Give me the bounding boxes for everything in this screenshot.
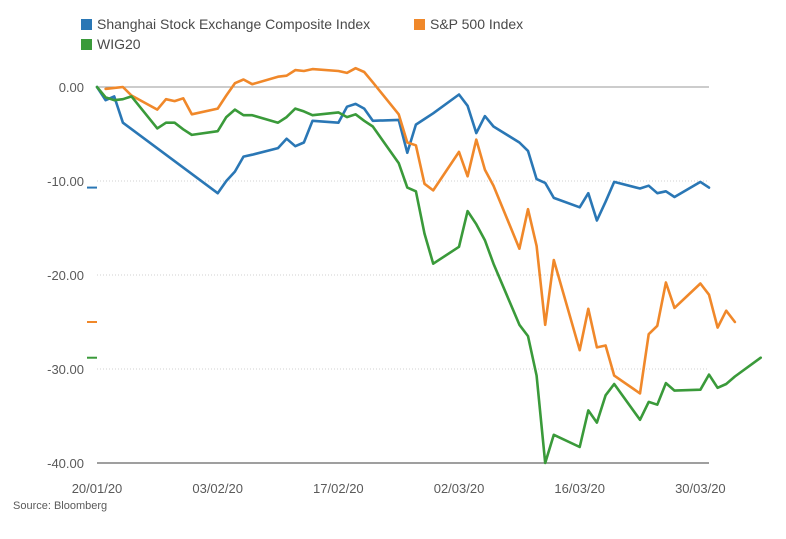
- gridlines: [97, 86, 709, 464]
- x-tick-label: 30/03/20: [675, 481, 726, 496]
- series-line-0: [95, 85, 711, 222]
- x-axis-ticks: 20/01/20 03/02/20 17/02/20 02/03/20 16/03/20…: [72, 481, 726, 496]
- y-tick-label: -30.00: [47, 362, 84, 377]
- legend-swatch-wig20: [81, 38, 92, 50]
- x-tick-label: 17/02/20: [313, 481, 364, 496]
- y-tick-label: 0.00: [59, 80, 84, 95]
- series-lines: [95, 66, 763, 465]
- x-tick-label: 20/01/20: [72, 481, 123, 496]
- x-tick-label: 02/03/20: [434, 481, 485, 496]
- y-axis-ticks: 0.00 -10.00 -20.00 -30.00 -40.00: [47, 80, 84, 471]
- legend-item-wig20: WIG20: [81, 36, 141, 52]
- source-note: Source: Bloomberg: [13, 500, 108, 512]
- end-value-markers: [87, 186, 97, 359]
- x-tick-label: 16/03/20: [554, 481, 605, 496]
- series-line-1: [104, 66, 737, 395]
- legend-swatch-sp500: [414, 18, 425, 30]
- x-tick-label: 03/02/20: [192, 481, 243, 496]
- legend-item-shanghai: Shanghai Stock Exchange Composite Index: [81, 16, 370, 32]
- legend-label-wig20: WIG20: [97, 36, 141, 52]
- legend-label-sp500: S&P 500 Index: [430, 16, 524, 32]
- y-tick-label: -10.00: [47, 174, 84, 189]
- series-line-2: [95, 85, 763, 465]
- y-tick-label: -40.00: [47, 456, 84, 471]
- legend-swatch-shanghai: [81, 18, 92, 30]
- legend-item-sp500: S&P 500 Index: [414, 16, 523, 32]
- y-tick-label: -20.00: [47, 268, 84, 283]
- legend-label-shanghai: Shanghai Stock Exchange Composite Index: [97, 16, 371, 32]
